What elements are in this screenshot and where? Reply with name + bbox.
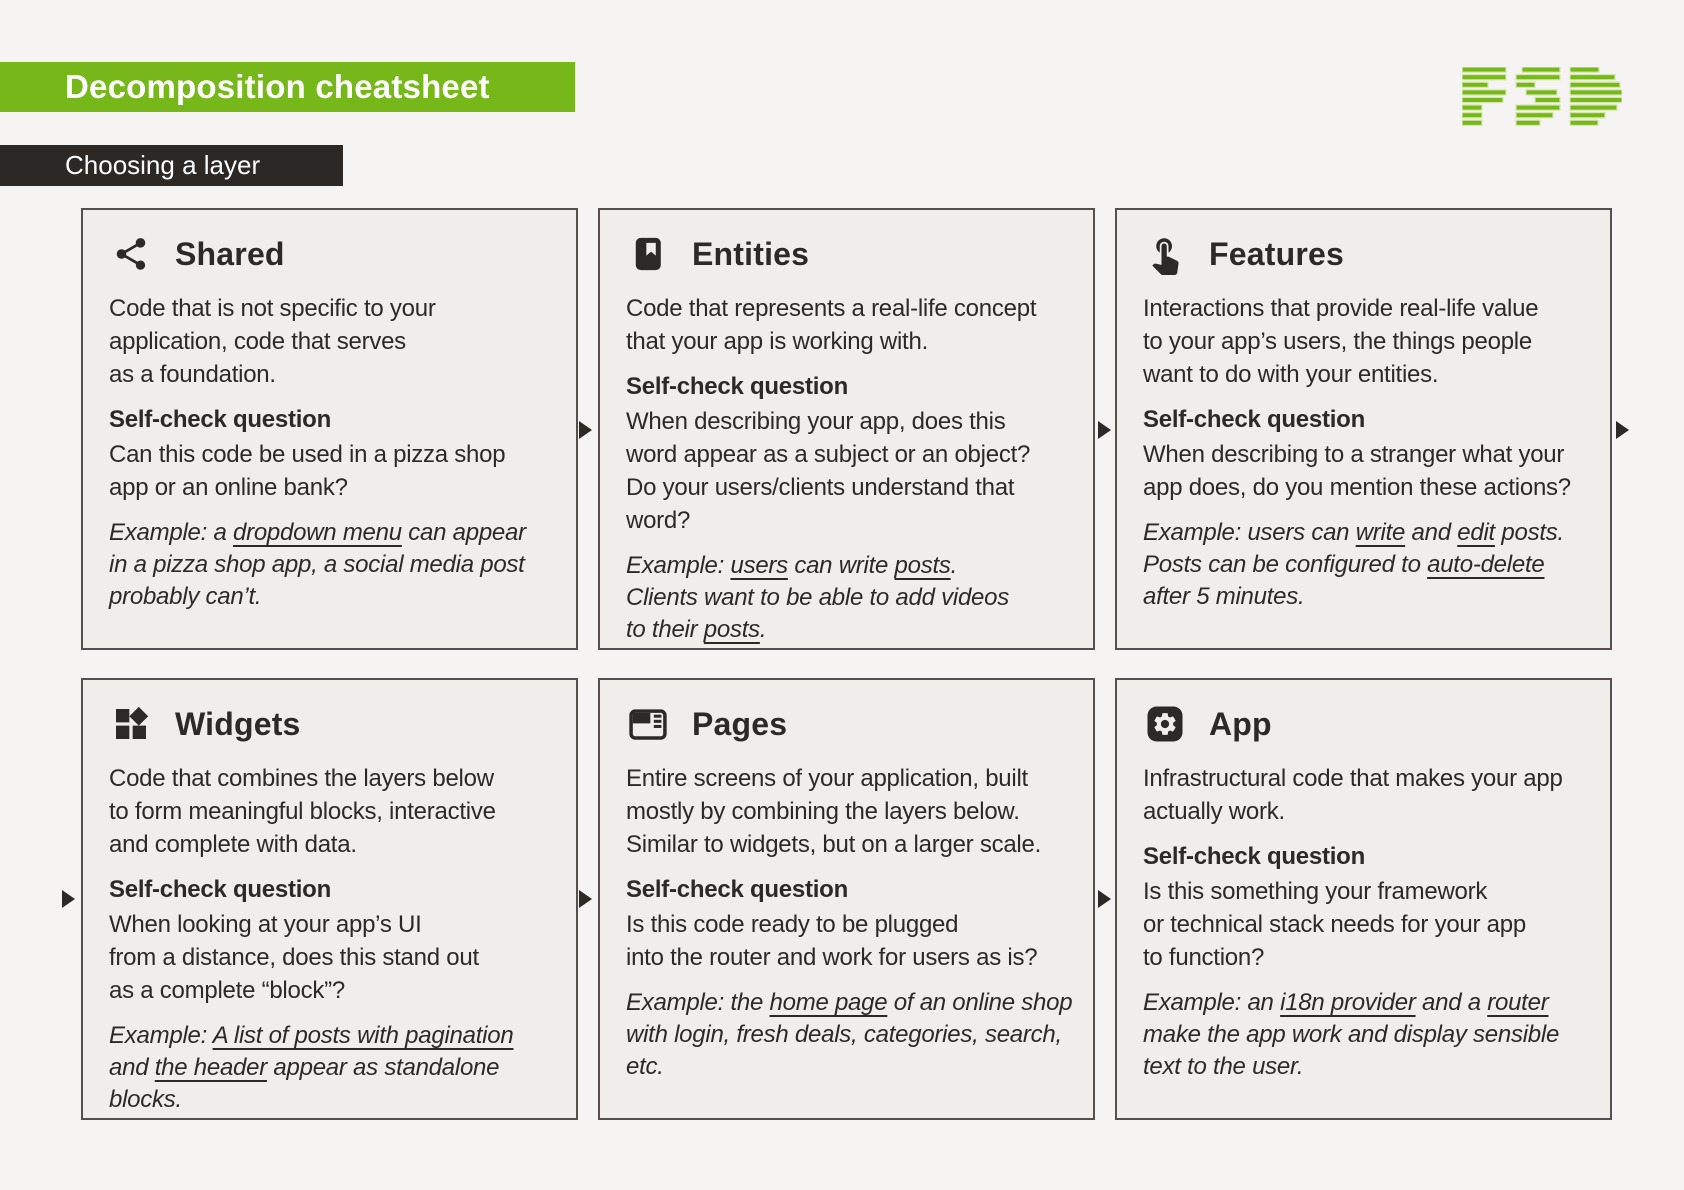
book-bookmark-icon [626,232,670,276]
card-description: Entire screens of your application, buil… [626,765,1042,858]
card-example: Example: an i18n provider and a router m… [1143,989,1560,1080]
card-header: App [1143,702,1596,746]
page-subtitle: Choosing a layer [0,145,343,186]
self-check-heading: Self-check question [109,406,331,433]
card-description: Infrastructural code that makes your app… [1143,765,1563,825]
card-title: App [1209,705,1272,742]
card-description: Code that combines the layers below to f… [109,765,496,858]
card-description: Interactions that provide real-life valu… [1143,295,1539,388]
card-widgets: Widgets Code that combines the layers be… [81,678,578,1120]
page-window-icon [626,702,670,746]
card-title: Widgets [175,705,301,742]
card-header: Features [1143,232,1596,276]
card-example: Example: the home page of an online shop… [626,989,1073,1080]
self-check-heading: Self-check question [1143,406,1365,433]
page-title: Decomposition cheatsheet [0,62,575,112]
card-description: Code that represents a real-life concept… [626,295,1037,355]
self-check-question: Is this something your framework or tech… [1143,878,1526,971]
card-example: Example: users can write posts. Clients … [626,552,1009,643]
card-title: Shared [175,235,285,272]
flow-arrow-icon [62,890,75,908]
card-title: Entities [692,235,810,272]
share-icon [109,232,153,276]
card-header: Pages [626,702,1079,746]
card-pages: Pages Entire screens of your application… [598,678,1095,1120]
card-features: Features Interactions that provide real-… [1115,208,1612,650]
touch-icon [1143,232,1187,276]
flow-arrow-icon [579,890,592,908]
widgets-icon [109,702,153,746]
card-header: Widgets [109,702,562,746]
flow-arrow-icon [579,421,592,439]
self-check-question: When describing to a stranger what your … [1143,441,1571,501]
flow-arrow-icon [1616,421,1629,439]
flow-arrow-icon [1098,890,1111,908]
self-check-question: When describing your app, does this word… [626,408,1031,534]
gear-icon [1143,702,1187,746]
fsd-logo [1462,67,1622,127]
card-title: Features [1209,235,1344,272]
card-header: Entities [626,232,1079,276]
cards-grid: Shared Code that is not specific to your… [81,208,1612,1120]
self-check-question: When looking at your app’s UI from a dis… [109,911,479,1004]
self-check-question: Is this code ready to be plugged into th… [626,911,1038,971]
self-check-heading: Self-check question [626,373,848,400]
self-check-question: Can this code be used in a pizza shop ap… [109,441,506,501]
card-example: Example: A list of posts with pagination… [109,1022,514,1113]
card-title: Pages [692,705,788,742]
card-shared: Shared Code that is not specific to your… [81,208,578,650]
card-entities: Entities Code that represents a real-lif… [598,208,1095,650]
self-check-heading: Self-check question [109,876,331,903]
self-check-heading: Self-check question [1143,843,1365,870]
card-description: Code that is not specific to your applic… [109,295,436,388]
flow-arrow-icon [1098,421,1111,439]
card-app: App Infrastructural code that makes your… [1115,678,1612,1120]
self-check-heading: Self-check question [626,876,848,903]
card-example: Example: users can write and edit posts.… [1143,519,1564,610]
card-example: Example: a dropdown menu can appear in a… [109,519,526,610]
card-header: Shared [109,232,562,276]
